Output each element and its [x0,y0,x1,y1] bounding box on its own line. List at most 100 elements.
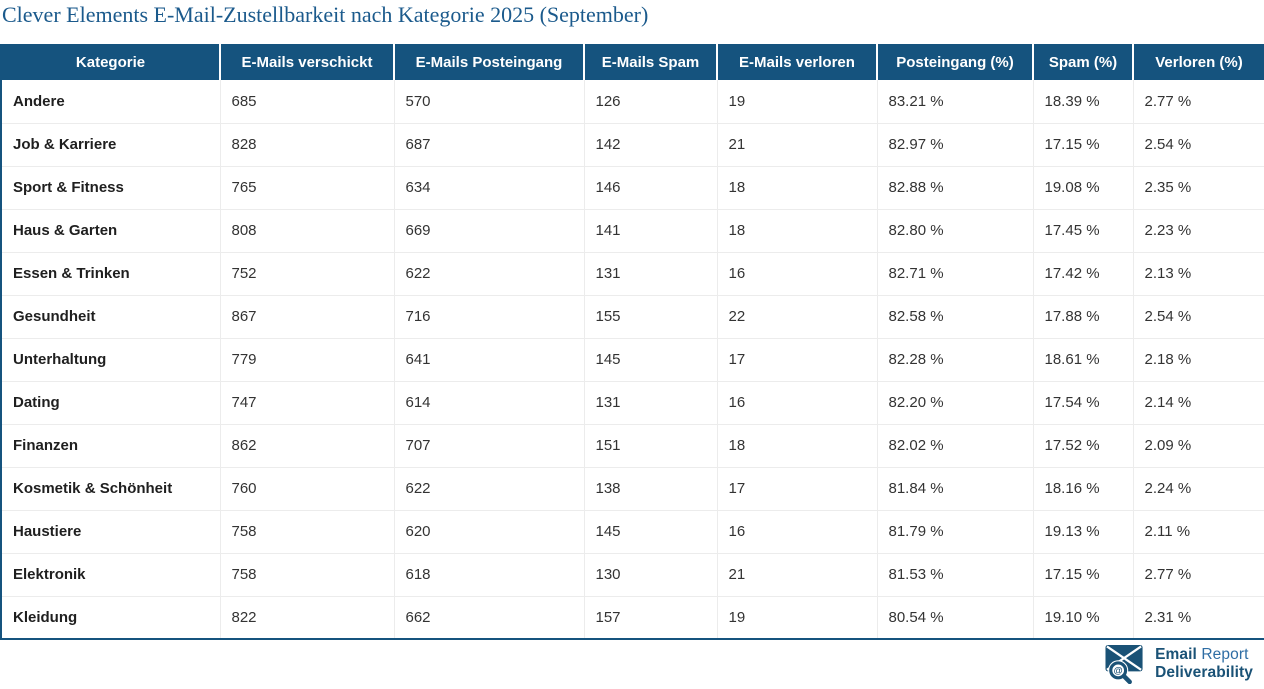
value-cell: 21 [717,553,878,597]
value-cell: 81.53 % [877,553,1034,597]
value-cell: 2.54 % [1133,295,1264,339]
value-cell: 716 [394,295,585,339]
value-cell: 2.77 % [1133,553,1264,597]
brand-line-2: Deliverability [1155,664,1253,681]
value-cell: 620 [394,510,585,554]
value-cell: 138 [584,467,718,511]
value-cell: 765 [220,166,395,210]
value-cell: 2.23 % [1133,209,1264,253]
value-cell: 82.80 % [877,209,1034,253]
value-cell: 151 [584,424,718,468]
deliverability-table: Kategorie E-Mails verschickt E-Mails Pos… [0,44,1264,640]
value-cell: 685 [220,80,395,124]
table-row: Gesundheit 867 716 155 22 82.58 % 17.88 % 2.54 … [1,295,1264,339]
value-cell: 2.11 % [1133,510,1264,554]
table-body: Andere 685 570 126 19 83.21 % 18.39 % 2.77 % Job… [1,80,1264,639]
value-cell: 131 [584,252,718,296]
category-cell: Haustiere [1,510,221,554]
table-row: Kosmetik & Schönheit 760 622 138 17 81.84 % 18… [1,467,1264,511]
table-header-row: Kategorie E-Mails verschickt E-Mails Pos… [1,44,1264,80]
value-cell: 81.84 % [877,467,1034,511]
value-cell: 19 [717,596,878,639]
value-cell: 17 [717,467,878,511]
value-cell: 641 [394,338,585,382]
value-cell: 18 [717,209,878,253]
value-cell: 22 [717,295,878,339]
value-cell: 808 [220,209,395,253]
value-cell: 19.13 % [1033,510,1134,554]
value-cell: 862 [220,424,395,468]
table-row: Finanzen 862 707 151 18 82.02 % 17.52 % 2.09 % [1,424,1264,468]
value-cell: 19.08 % [1033,166,1134,210]
header-spam-pct: Spam (%) [1032,44,1133,80]
value-cell: 822 [220,596,395,639]
value-cell: 18 [717,166,878,210]
value-cell: 126 [584,80,718,124]
value-cell: 82.71 % [877,252,1034,296]
value-cell: 758 [220,510,395,554]
category-cell: Andere [1,80,221,124]
value-cell: 17.52 % [1033,424,1134,468]
value-cell: 82.28 % [877,338,1034,382]
value-cell: 687 [394,123,585,167]
value-cell: 141 [584,209,718,253]
value-cell: 82.88 % [877,166,1034,210]
value-cell: 622 [394,252,585,296]
value-cell: 2.24 % [1133,467,1264,511]
value-cell: 18.16 % [1033,467,1134,511]
value-cell: 82.58 % [877,295,1034,339]
value-cell: 2.31 % [1133,596,1264,639]
value-cell: 2.13 % [1133,252,1264,296]
value-cell: 18.61 % [1033,338,1134,382]
value-cell: 146 [584,166,718,210]
header-verloren-pct: Verloren (%) [1132,44,1264,80]
value-cell: 618 [394,553,585,597]
brand-word-report: Report [1201,646,1249,663]
value-cell: 155 [584,295,718,339]
category-cell: Finanzen [1,424,221,468]
value-cell: 16 [717,381,878,425]
header-emails-spam: E-Mails Spam [583,44,717,80]
header-emails-verloren: E-Mails verloren [716,44,877,80]
value-cell: 17.88 % [1033,295,1134,339]
value-cell: 828 [220,123,395,167]
value-cell: 752 [220,252,395,296]
value-cell: 760 [220,467,395,511]
table-row: Haus & Garten 808 669 141 18 82.80 % 17.45 % 2.… [1,209,1264,253]
table-head: Kategorie E-Mails verschickt E-Mails Pos… [1,44,1264,80]
header-posteingang-pct: Posteingang (%) [876,44,1033,80]
header-emails-verschickt: E-Mails verschickt [219,44,394,80]
value-cell: 142 [584,123,718,167]
table-row: Essen & Trinken 752 622 131 16 82.71 % 17.42 %… [1,252,1264,296]
table-row: Elektronik 758 618 130 21 81.53 % 17.15 % 2.77 … [1,553,1264,597]
category-cell: Haus & Garten [1,209,221,253]
header-emails-posteingang: E-Mails Posteingang [393,44,584,80]
table-row: Andere 685 570 126 19 83.21 % 18.39 % 2.77 % [1,80,1264,124]
table-row: Sport & Fitness 765 634 146 18 82.88 % 19.08 %… [1,166,1264,210]
value-cell: 82.20 % [877,381,1034,425]
category-cell: Dating [1,381,221,425]
category-cell: Gesundheit [1,295,221,339]
table-row: Job & Karriere 828 687 142 21 82.97 % 17.15 % 2… [1,123,1264,167]
value-cell: 614 [394,381,585,425]
value-cell: 17.15 % [1033,123,1134,167]
value-cell: 131 [584,381,718,425]
category-cell: Kleidung [1,596,221,639]
category-cell: Unterhaltung [1,338,221,382]
value-cell: 82.02 % [877,424,1034,468]
value-cell: 80.54 % [877,596,1034,639]
brand-word-email: Email [1155,646,1197,663]
value-cell: 2.77 % [1133,80,1264,124]
value-cell: 747 [220,381,395,425]
value-cell: 18 [717,424,878,468]
value-cell: 82.97 % [877,123,1034,167]
email-magnifier-icon: @ [1105,644,1143,684]
header-kategorie: Kategorie [1,44,220,80]
value-cell: 2.09 % [1133,424,1264,468]
value-cell: 19 [717,80,878,124]
value-cell: 130 [584,553,718,597]
value-cell: 18.39 % [1033,80,1134,124]
table-row: Dating 747 614 131 16 82.20 % 17.54 % 2.14 % [1,381,1264,425]
value-cell: 16 [717,252,878,296]
